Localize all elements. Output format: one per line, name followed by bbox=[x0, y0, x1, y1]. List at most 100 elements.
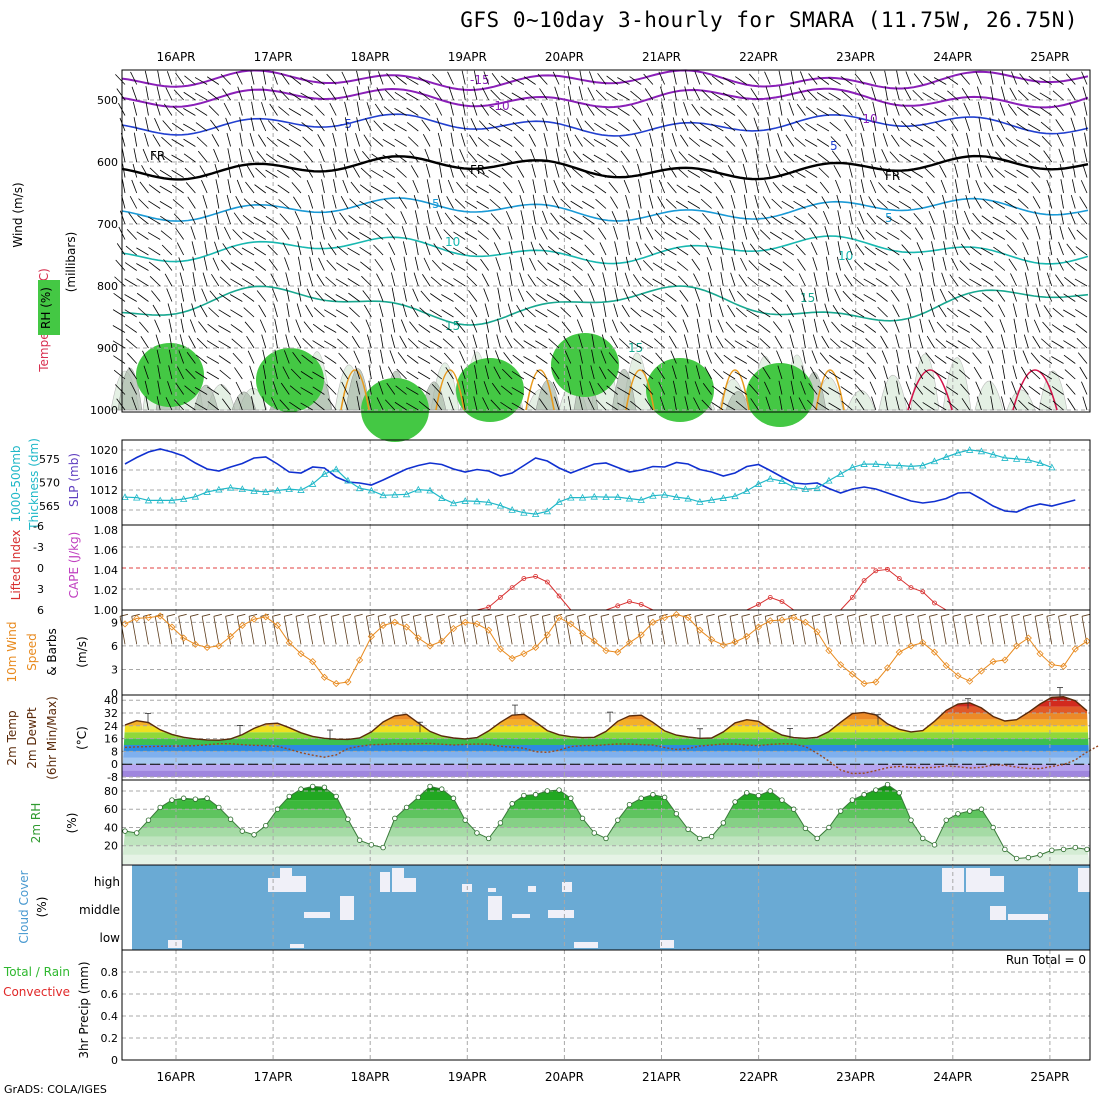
wind-barb bbox=[163, 259, 173, 271]
pressure-tick-label: 800 bbox=[97, 280, 118, 293]
precip-tick-label: 0.2 bbox=[101, 1032, 119, 1045]
temp-tick-label: 24 bbox=[104, 720, 118, 733]
temp-unit-label: (°C) bbox=[75, 726, 89, 750]
rh-marker bbox=[966, 808, 973, 814]
wind-barb bbox=[476, 215, 489, 225]
wind-barb bbox=[985, 335, 994, 349]
wind-barb bbox=[415, 241, 419, 256]
wind-barb bbox=[166, 288, 173, 302]
wind-barb bbox=[420, 290, 431, 302]
wind-speed-marker bbox=[966, 677, 974, 685]
wind-barb bbox=[724, 136, 736, 147]
wind-barb bbox=[819, 352, 830, 364]
wind-barb bbox=[998, 118, 1006, 132]
pressure-tick-label: 700 bbox=[97, 218, 118, 231]
wind-barb bbox=[837, 241, 842, 256]
cloud-high bbox=[488, 888, 496, 892]
wind-barb bbox=[1022, 350, 1029, 364]
wind-barb bbox=[548, 338, 560, 349]
wind-speed-marker bbox=[614, 648, 622, 656]
wind-barb bbox=[883, 117, 888, 132]
wind-barb bbox=[808, 383, 818, 395]
wind-barb bbox=[807, 399, 818, 411]
wind-10m-barb bbox=[987, 616, 994, 645]
wind-barb bbox=[608, 352, 619, 364]
wind-speed-marker bbox=[813, 628, 821, 636]
wind-barb bbox=[1062, 325, 1076, 333]
wind-barb bbox=[840, 356, 853, 364]
wind-barb bbox=[1043, 305, 1053, 318]
wind-barb bbox=[282, 366, 290, 380]
rh-marker bbox=[263, 822, 269, 829]
wind-barb bbox=[488, 122, 501, 132]
wind-barb bbox=[518, 179, 525, 194]
wind-barb bbox=[818, 167, 830, 178]
wind-barb bbox=[695, 365, 701, 380]
wind-barb bbox=[1053, 291, 1064, 302]
date-label-top: 22APR bbox=[739, 50, 778, 64]
cloud-high bbox=[1078, 868, 1090, 892]
rh-marker bbox=[450, 795, 457, 801]
wind-barb bbox=[717, 319, 724, 333]
wind-barb bbox=[758, 309, 771, 318]
wind-barb bbox=[535, 340, 548, 349]
wind-barb bbox=[112, 325, 126, 333]
wind-barb bbox=[722, 387, 736, 395]
wind-barb bbox=[344, 117, 349, 132]
wind-barb bbox=[473, 396, 478, 411]
rh-band bbox=[122, 854, 1090, 864]
wind-barb bbox=[899, 137, 912, 147]
wind-10m-barb bbox=[436, 616, 443, 645]
wind-barb bbox=[675, 216, 689, 225]
wind-barb bbox=[866, 352, 877, 364]
wind-barb bbox=[308, 195, 314, 209]
wind-barb bbox=[688, 230, 701, 240]
wind-barb bbox=[602, 287, 607, 302]
wind-barb bbox=[924, 369, 935, 380]
wind-barb bbox=[714, 181, 724, 194]
wind-barb bbox=[922, 402, 935, 411]
wind-barb bbox=[789, 86, 795, 101]
wind-barb bbox=[582, 153, 595, 163]
wind-barb bbox=[699, 122, 712, 132]
wind-barb bbox=[289, 401, 302, 411]
rh-marker bbox=[415, 794, 421, 801]
wind-barb bbox=[519, 194, 525, 209]
wind-barb bbox=[112, 340, 126, 349]
wind-barb bbox=[722, 77, 736, 85]
wind-barb bbox=[915, 366, 924, 380]
wind-barb bbox=[262, 70, 267, 85]
wind-barb bbox=[619, 136, 630, 147]
wind-barb bbox=[176, 242, 185, 256]
wind-barb bbox=[348, 215, 360, 225]
wind-barb bbox=[593, 154, 607, 163]
wind-barb bbox=[594, 184, 607, 194]
wind-barb bbox=[836, 256, 842, 271]
wind-speed-marker bbox=[766, 617, 774, 625]
wind-barb bbox=[194, 77, 208, 85]
cape-tick-label: 1.02 bbox=[94, 584, 119, 597]
wind-barb bbox=[162, 120, 173, 132]
wind-barb bbox=[400, 319, 407, 333]
wind-barb bbox=[840, 324, 853, 333]
thickness-marker bbox=[966, 446, 974, 453]
wind-barb bbox=[481, 87, 490, 101]
wind-barb bbox=[732, 225, 736, 240]
wind-barb bbox=[544, 179, 548, 194]
wind-barb bbox=[115, 74, 126, 85]
wind-barb bbox=[722, 92, 736, 101]
wind-barb bbox=[551, 367, 560, 380]
wind-barb bbox=[746, 293, 759, 302]
thickness-marker bbox=[907, 462, 915, 470]
wind-barb bbox=[840, 386, 853, 395]
wind-barb bbox=[221, 398, 231, 411]
wind-barb bbox=[735, 90, 748, 101]
wind-barb bbox=[928, 319, 935, 333]
cloud-high bbox=[380, 872, 390, 892]
wind-barb bbox=[599, 242, 607, 256]
wind-barb bbox=[125, 245, 137, 256]
contour-label: 15 bbox=[445, 319, 460, 333]
wind-barb bbox=[840, 371, 853, 380]
thickness-marker bbox=[543, 507, 552, 515]
wind-barb bbox=[235, 71, 243, 85]
